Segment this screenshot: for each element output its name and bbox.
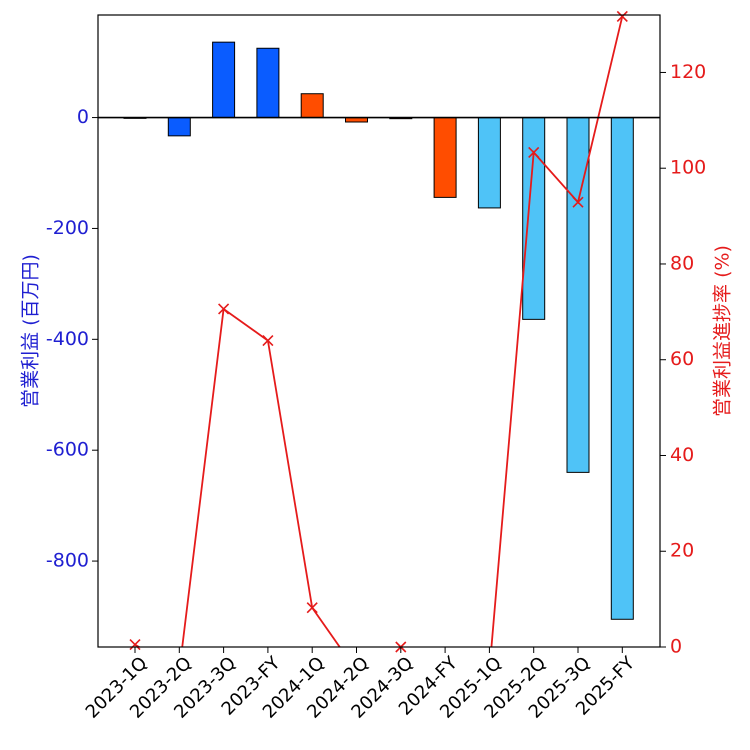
progress-marker-2025-3Q [572, 196, 584, 208]
y-axis-title: 営業利益 (百万円) [20, 254, 42, 408]
left-tick-label: 0 [77, 106, 89, 128]
left-tick-label: -800 [46, 550, 89, 572]
bar-2025-2Q [522, 117, 546, 320]
bar-2023-FY [256, 47, 280, 119]
progress-line-segment [134, 307, 401, 647]
bar-2023-3Q [212, 41, 236, 119]
bar-2025-FY [610, 117, 634, 620]
left-tick-label: -600 [46, 439, 89, 461]
progress-line-group [134, 16, 624, 647]
right-tick-label: 100 [670, 157, 706, 179]
progress-marker-2025-2Q [528, 146, 540, 158]
progress-marker-2023-3Q [218, 303, 230, 315]
progress-marker-2024-1Q [306, 602, 318, 614]
x-axis: 2023-1Q2023-2Q2023-3Q2023-FY2024-1Q2024-… [82, 647, 640, 723]
bars-group [123, 41, 634, 620]
left-tick-label: -200 [46, 217, 89, 239]
left-axis: 0 -200 -400 -600 -800 [46, 106, 98, 572]
right-tick-label: 40 [670, 444, 694, 466]
right-tick-label: 60 [670, 348, 694, 370]
y2-axis-title: 営業利益進捗率 (%) [712, 245, 734, 417]
bar-2024-FY [433, 117, 457, 198]
bar-2023-2Q [167, 117, 191, 137]
progress-marker-2023-1Q [129, 639, 141, 651]
left-tick-label: -400 [46, 328, 89, 350]
right-tick-label: 20 [670, 540, 694, 562]
right-tick-label: 80 [670, 252, 694, 274]
bar-2024-1Q [300, 93, 324, 119]
right-tick-label: 0 [670, 636, 682, 658]
progress-marker-2023-FY [262, 335, 274, 347]
right-tick-label: 120 [670, 61, 706, 83]
progress-marker-2025-FY [616, 10, 628, 23]
right-axis: 0 20 40 60 80 100 120 [660, 61, 706, 658]
plot-frame [97, 14, 661, 648]
progress-line-segment [490, 16, 624, 647]
progress-markers-group [129, 10, 628, 653]
bar-2025-1Q [477, 117, 501, 209]
